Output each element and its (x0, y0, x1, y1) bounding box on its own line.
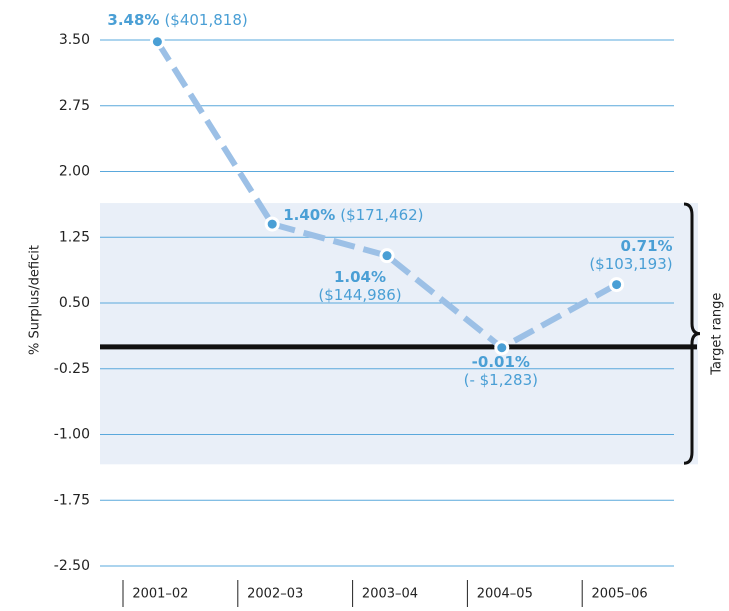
data-label-amount: ($103,193) (589, 255, 672, 273)
data-label: 1.40% ($171,462) (283, 206, 423, 224)
point-core (152, 37, 162, 47)
y-tick-label: -2.50 (54, 558, 90, 574)
point-core (497, 343, 507, 353)
y-axis-label: % Surplus/deficit (28, 245, 43, 355)
y-tick-label: -1.00 (54, 427, 90, 443)
point-core (267, 219, 277, 229)
y-tick-label: -1.75 (54, 492, 90, 508)
line (154, 40, 619, 352)
data-label-percent: 1.40% (283, 206, 335, 224)
y-tick-label: 0.50 (59, 295, 90, 311)
x-tick-label: 2005–06 (592, 587, 648, 602)
data-label-amount: (- $1,283) (464, 371, 538, 389)
x-tick-label: 2004–05 (477, 587, 533, 602)
data-label-amount: ($144,986) (318, 286, 401, 304)
target-range-label: Target range (710, 293, 725, 376)
y-tick-label: 2.00 (59, 164, 90, 180)
data-label-amount: ($401,818) (164, 10, 247, 28)
y-tick-label: 2.75 (59, 98, 90, 114)
y-tick-label: -0.25 (54, 361, 90, 377)
point-core (612, 280, 622, 290)
target-brace (683, 202, 701, 465)
x-tick-label: 2003–04 (362, 587, 418, 602)
data-label-percent: 3.48% (107, 10, 159, 28)
x-tick-label: 2001–02 (132, 587, 188, 602)
point-core (382, 251, 392, 261)
x-tick-label: 2002–03 (247, 587, 303, 602)
data-label-percent: 0.71% (621, 237, 673, 255)
data-label-percent: -0.01% (472, 353, 530, 371)
y-tick-label: 3.50 (59, 32, 90, 48)
y-tick-label: 1.25 (59, 229, 90, 245)
target-range (100, 203, 698, 465)
data-label-amount: ($171,462) (340, 206, 423, 224)
data-label: 3.48% ($401,818) (107, 10, 247, 28)
data-label-percent: 1.04% (334, 268, 386, 286)
